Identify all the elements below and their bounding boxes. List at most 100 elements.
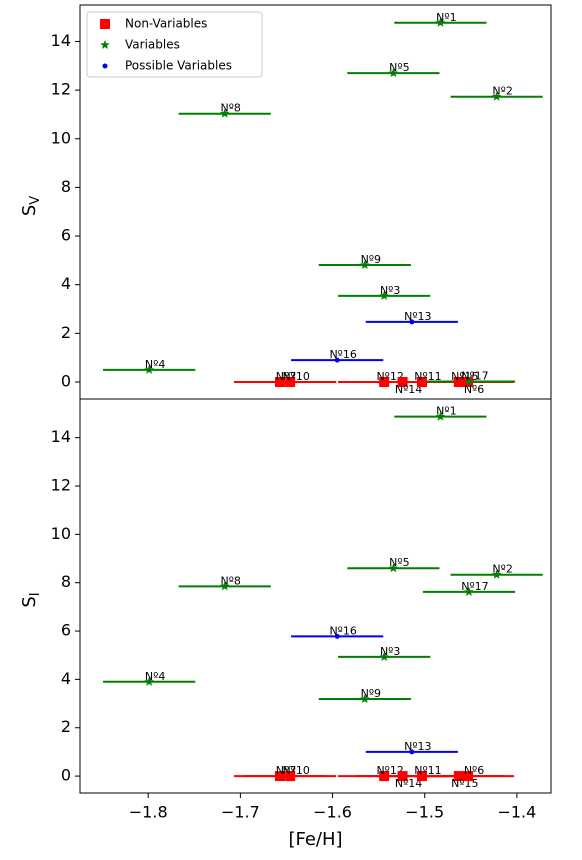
point-label: Nº4 — [145, 670, 165, 683]
y-tick-label: 14 — [51, 427, 71, 446]
data-point — [464, 376, 474, 386]
legend-label: Possible Variables — [125, 59, 232, 73]
x-tick-label: −1.4 — [497, 803, 536, 822]
data-point — [219, 581, 230, 591]
legend-box — [86, 11, 263, 78]
point-label: Nº12 — [376, 764, 403, 777]
data-point — [409, 319, 415, 325]
x-axis-label: [Fe/H] — [288, 829, 342, 850]
y-tick-label: 12 — [51, 80, 71, 99]
y-label-main: S — [19, 596, 40, 607]
data-point — [463, 771, 474, 782]
x-tick-label: −1.7 — [221, 803, 260, 822]
point-label: Nº12 — [376, 370, 403, 383]
y-tick-label: 4 — [61, 669, 71, 688]
point-label: Nº13 — [404, 310, 431, 323]
point-label: Nº9 — [361, 687, 381, 700]
point-label: Nº13 — [404, 740, 431, 753]
data-point — [275, 376, 286, 387]
plot-frame — [79, 398, 552, 794]
point-label: Nº14 — [395, 777, 422, 790]
data-point — [360, 259, 370, 270]
legend-label: Variables — [125, 38, 180, 52]
y-tick-label: 0 — [61, 766, 71, 785]
point-label: Nº11 — [414, 370, 441, 383]
y-tick-label: 12 — [51, 476, 71, 495]
point-label: Nº4 — [145, 358, 165, 371]
y-tick-label: 10 — [51, 524, 71, 543]
point-label: Nº9 — [361, 253, 381, 266]
point-label: Nº6 — [464, 764, 484, 777]
point-label: Nº17 — [461, 369, 488, 382]
point-label: Nº1 — [436, 405, 456, 418]
y-tick-label: 14 — [51, 31, 71, 50]
data-point — [219, 108, 230, 118]
data-point — [435, 17, 446, 27]
data-point — [334, 633, 340, 639]
data-point — [491, 91, 502, 101]
data-point — [379, 290, 389, 300]
y-tick-label: 6 — [61, 226, 71, 245]
point-label: Nº10 — [282, 764, 309, 777]
point-label: Nº17 — [461, 580, 488, 593]
data-point — [285, 376, 296, 387]
point-label: Nº10 — [282, 370, 309, 383]
legend-marker — [100, 19, 110, 29]
data-point — [397, 376, 408, 387]
point-label: Nº16 — [329, 624, 356, 637]
x-tick-label: −1.5 — [405, 803, 444, 822]
y-axis-label: SI — [19, 592, 43, 607]
y-tick-label: 8 — [61, 572, 71, 591]
data-point — [144, 364, 154, 374]
data-point — [435, 411, 446, 421]
data-point — [360, 693, 370, 704]
data-point — [453, 771, 464, 782]
legend-marker — [100, 40, 110, 50]
data-point — [379, 376, 390, 387]
point-label: Nº16 — [329, 348, 356, 361]
data-point — [379, 651, 389, 661]
y-tick-label: 2 — [61, 717, 71, 736]
x-tick-label: −1.8 — [129, 803, 168, 822]
point-label: Nº8 — [220, 574, 240, 587]
point-label: Nº6 — [464, 383, 484, 396]
data-point — [397, 771, 408, 782]
y-axis-label: SV — [19, 196, 43, 216]
data-point — [388, 563, 399, 573]
legend-marker — [102, 63, 108, 69]
data-point — [491, 569, 502, 579]
point-label: Nº1 — [436, 11, 456, 24]
data-point — [409, 749, 415, 755]
data-point — [388, 68, 399, 78]
point-label: Nº2 — [492, 85, 512, 98]
point-label: Nº2 — [492, 563, 512, 576]
data-point — [416, 771, 427, 782]
y-tick-label: 2 — [61, 323, 71, 342]
y-label-sub: V — [28, 196, 43, 205]
y-tick-label: 4 — [61, 274, 71, 293]
x-tick-label: −1.6 — [313, 803, 352, 822]
data-point — [453, 376, 464, 387]
data-point — [416, 376, 427, 387]
y-tick-label: 8 — [61, 177, 71, 196]
point-label: Nº5 — [389, 556, 409, 569]
point-label: Nº3 — [380, 645, 400, 658]
legend-label: Non-Variables — [125, 17, 207, 31]
point-label: Nº14 — [395, 383, 422, 396]
y-label-sub: I — [28, 592, 43, 596]
data-point — [379, 771, 390, 782]
data-point — [144, 676, 154, 686]
point-label: Nº3 — [380, 284, 400, 297]
data-point — [285, 771, 296, 782]
y-tick-label: 0 — [61, 371, 71, 390]
point-label: Nº11 — [414, 764, 441, 777]
point-label: Nº5 — [389, 61, 409, 74]
point-label: Nº8 — [220, 102, 240, 115]
y-tick-label: 10 — [51, 128, 71, 147]
data-point — [275, 771, 286, 782]
y-tick-label: 6 — [61, 621, 71, 640]
data-point — [334, 357, 340, 363]
y-label-main: S — [19, 205, 40, 216]
data-point — [464, 586, 474, 596]
